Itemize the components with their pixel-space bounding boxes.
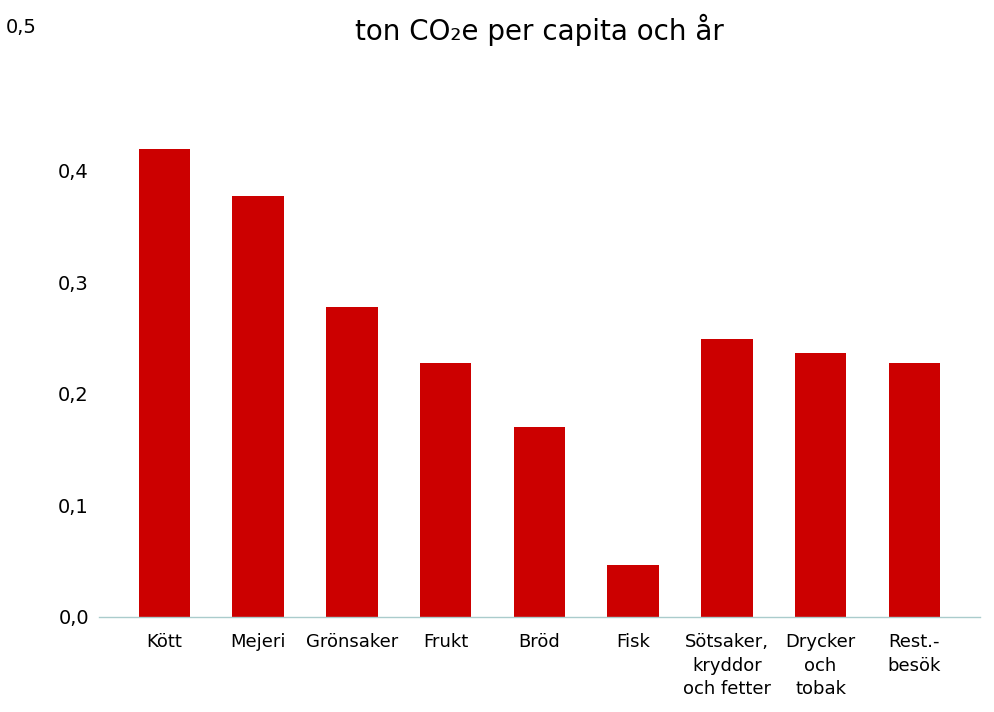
Text: 0,5: 0,5 [6,19,37,37]
Bar [326,307,378,617]
Bar [514,427,566,617]
Bar [701,340,752,617]
Bar [233,196,284,617]
Bar [419,362,471,617]
Bar [889,362,940,617]
Title: ton CO₂e per capita och år: ton CO₂e per capita och år [355,14,724,46]
Bar [795,352,846,617]
Bar [139,149,190,617]
Bar [607,565,659,617]
